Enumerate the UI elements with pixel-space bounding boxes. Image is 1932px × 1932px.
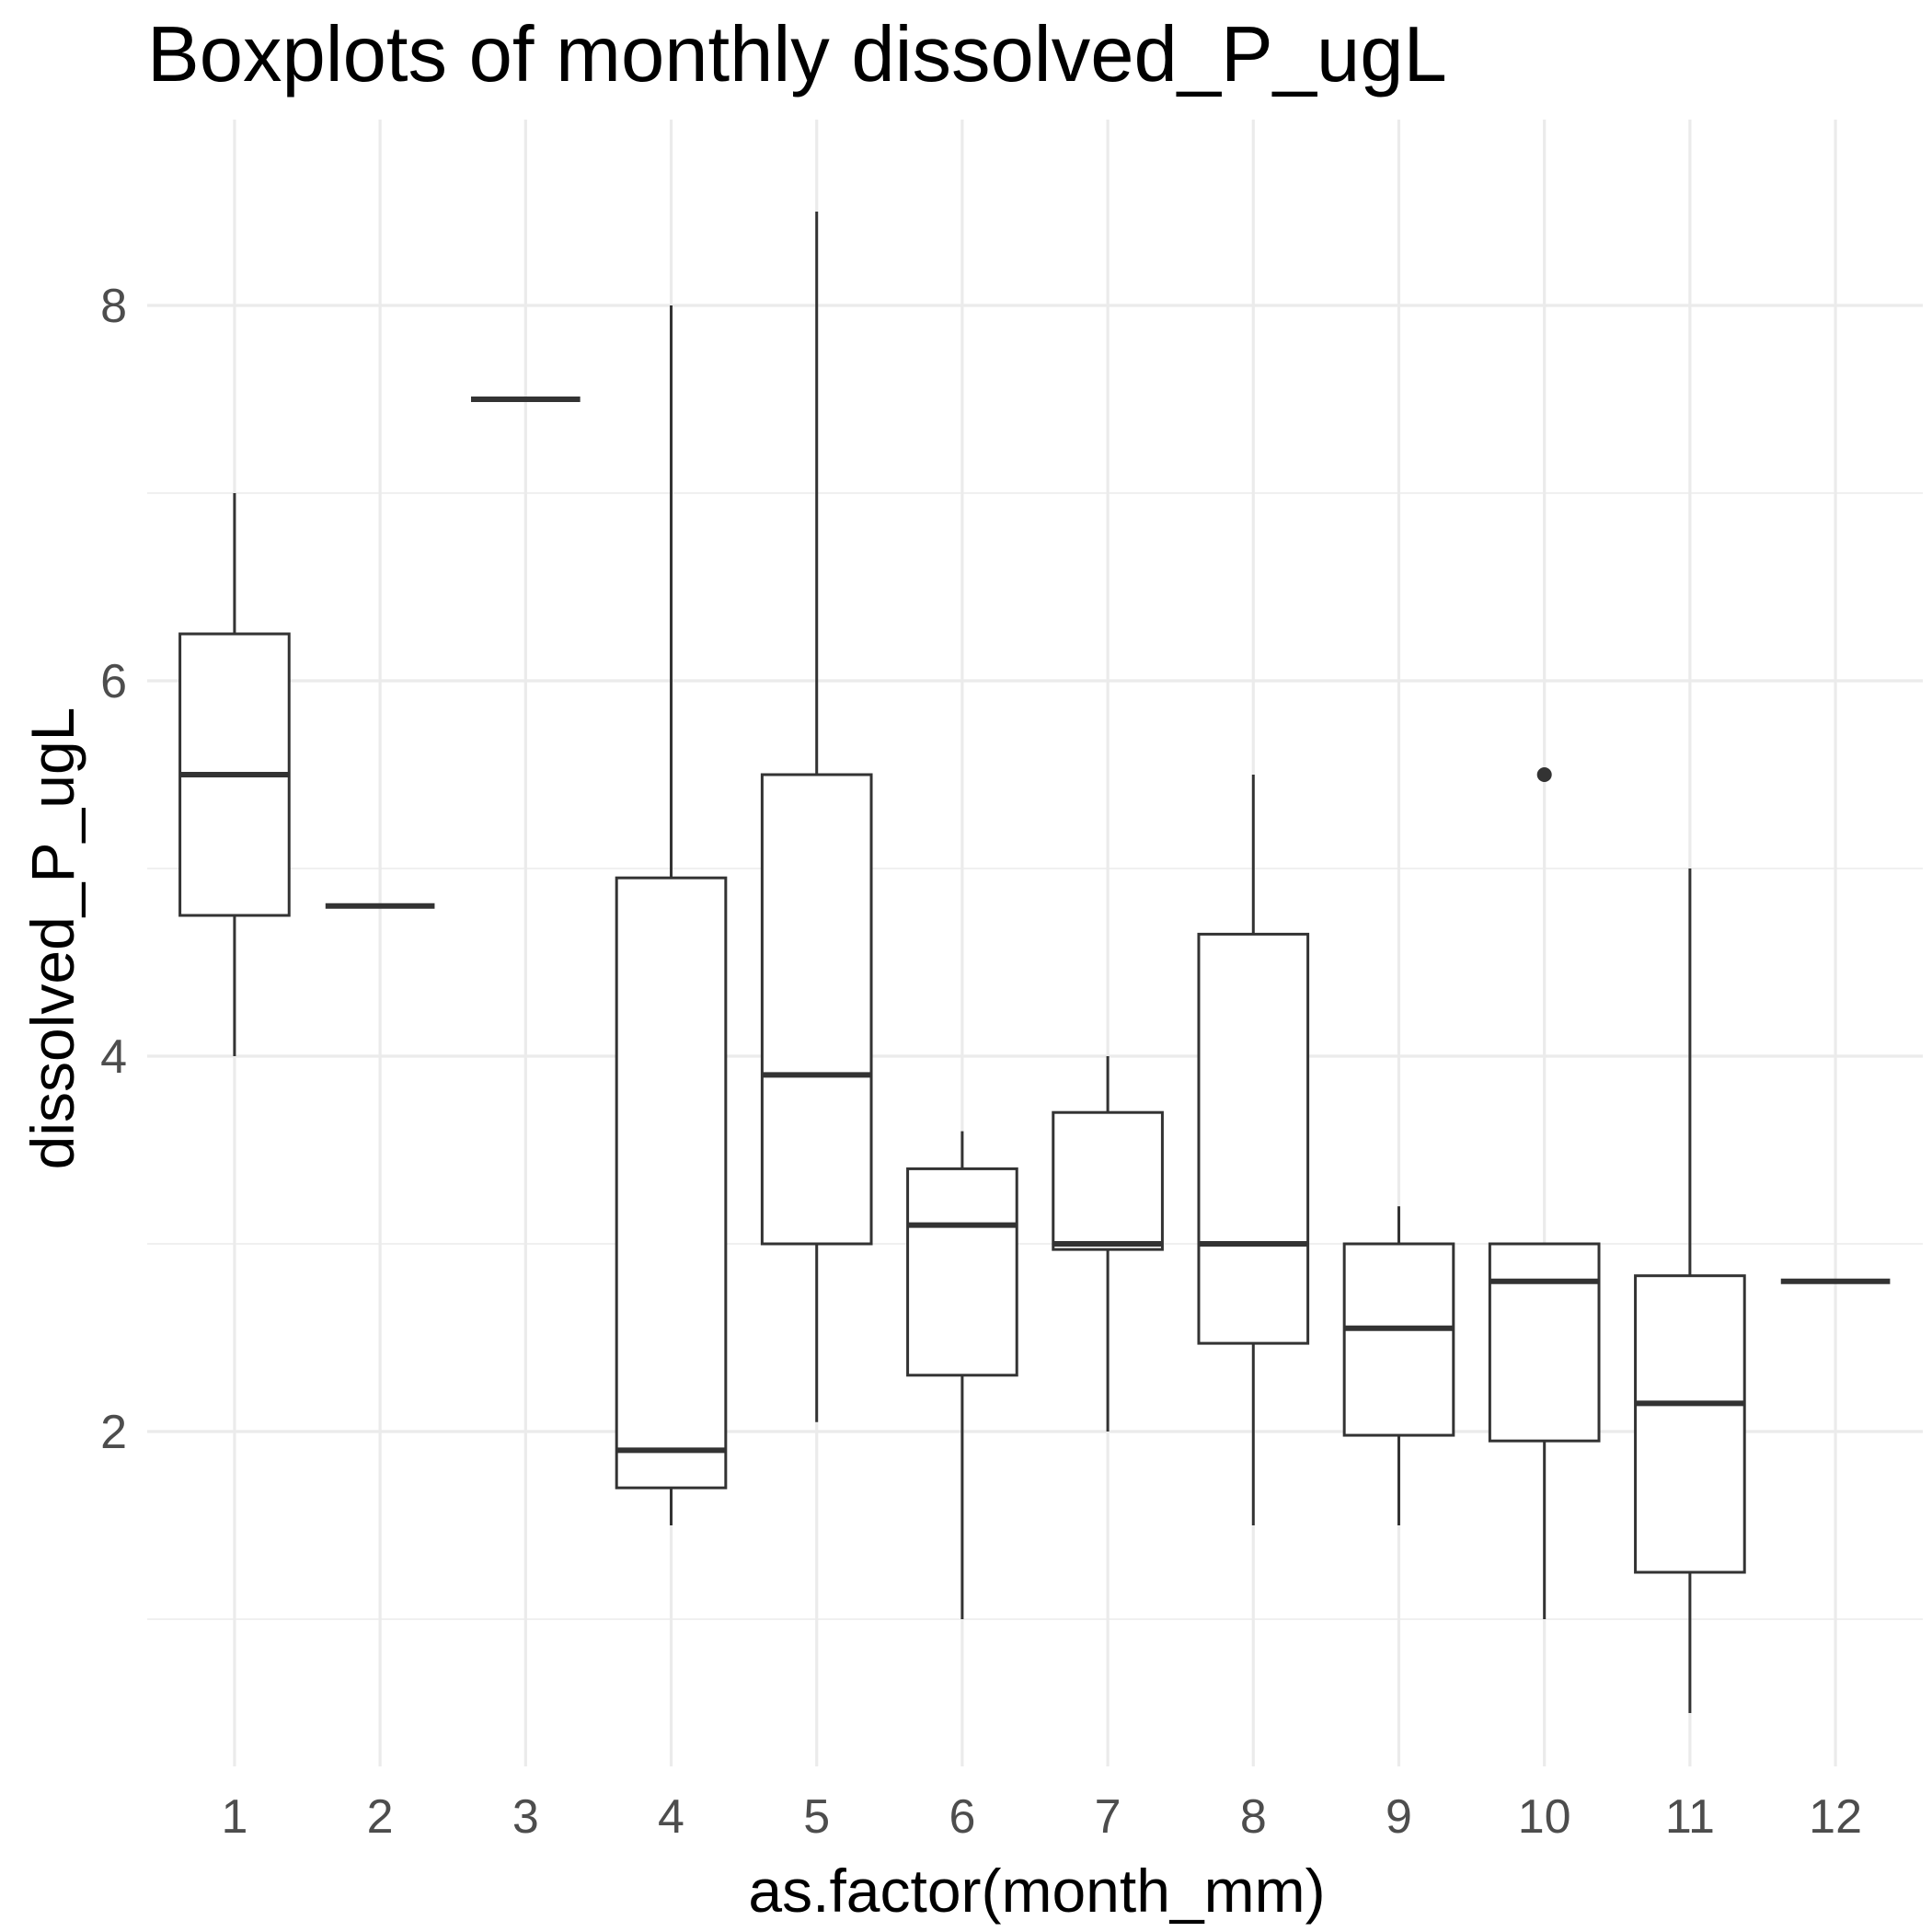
y-axis-ticks: 2 4 6 8 <box>100 280 127 1459</box>
outlier-point <box>1536 767 1552 782</box>
box-iqr <box>615 876 728 1489</box>
y-tick-label: 6 <box>100 655 127 708</box>
box-iqr <box>1488 1242 1601 1443</box>
box-iqr <box>1634 1274 1746 1574</box>
x-tick-label: 10 <box>1518 1790 1571 1844</box>
y-tick-label: 2 <box>100 1406 127 1459</box>
box-iqr <box>1342 1242 1455 1437</box>
chart-title: Boxplots of monthly dissolved_P_ugL <box>147 11 1447 98</box>
box-iqr <box>1197 932 1310 1345</box>
box-month-8 <box>1197 775 1310 1525</box>
x-tick-label: 6 <box>949 1790 975 1844</box>
box-month-11 <box>1634 868 1746 1713</box>
y-tick-label: 4 <box>100 1030 127 1084</box>
y-axis-title: dissolved_P_ugL <box>18 707 86 1170</box>
x-tick-label: 4 <box>658 1790 684 1844</box>
box-iqr <box>906 1167 1018 1377</box>
box-month-5 <box>760 212 873 1422</box>
x-tick-label: 1 <box>221 1790 247 1844</box>
x-tick-label: 2 <box>367 1790 394 1844</box>
box-iqr <box>760 773 873 1246</box>
x-tick-label: 12 <box>1809 1790 1862 1844</box>
box-month-9 <box>1342 1206 1455 1525</box>
x-axis-ticks: 1 2 3 4 5 6 7 8 9 10 11 12 <box>221 1790 1862 1844</box>
box-month-6 <box>906 1131 1018 1619</box>
x-tick-label: 7 <box>1095 1790 1121 1844</box>
box-month-1 <box>178 493 291 1056</box>
box-month-7 <box>1052 1056 1164 1432</box>
x-tick-label: 3 <box>512 1790 539 1844</box>
x-tick-label: 8 <box>1240 1790 1267 1844</box>
x-tick-label: 9 <box>1386 1790 1412 1844</box>
x-tick-label: 11 <box>1665 1790 1715 1844</box>
box-month-4 <box>615 305 728 1525</box>
box-iqr <box>1052 1110 1164 1251</box>
y-tick-label: 8 <box>100 280 127 333</box>
x-tick-label: 5 <box>803 1790 830 1844</box>
box-series <box>178 212 1891 1713</box>
box-month-10 <box>1488 767 1601 1619</box>
x-axis-title: as.factor(month_mm) <box>748 1857 1325 1925</box>
